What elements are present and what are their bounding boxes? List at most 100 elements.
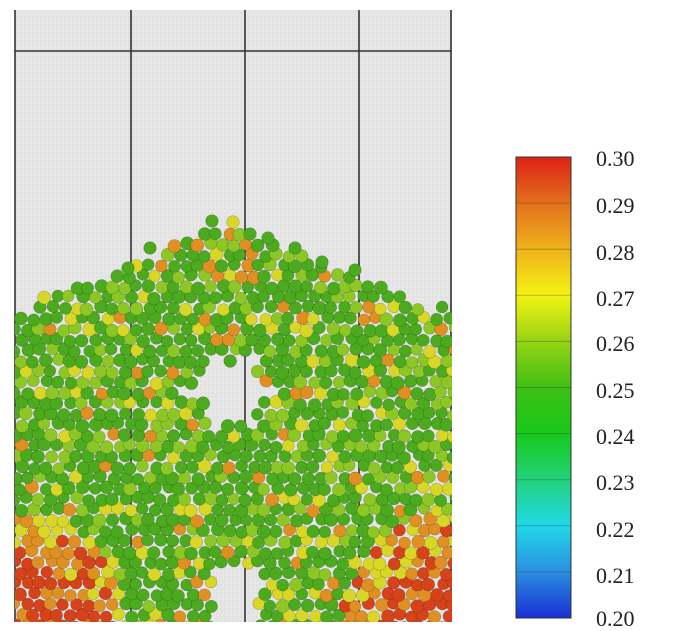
particle: [300, 324, 313, 337]
particle: [380, 484, 392, 496]
particle: [422, 578, 435, 591]
particle: [153, 493, 166, 506]
particle: [34, 387, 47, 400]
particle: [198, 250, 210, 262]
particle: [449, 472, 461, 484]
particle: [191, 239, 204, 252]
particle: [271, 548, 283, 560]
particle: [339, 324, 351, 336]
particle: [394, 291, 406, 303]
particle: [277, 579, 289, 591]
particle: [184, 504, 197, 517]
particle: [222, 441, 234, 453]
particle: [77, 461, 90, 474]
particle: [142, 259, 154, 271]
particle: [173, 441, 185, 453]
particle: [362, 473, 374, 485]
particle: [215, 260, 228, 273]
particle: [123, 462, 136, 475]
particle: [186, 461, 199, 474]
particle: [142, 366, 154, 378]
particle: [105, 409, 118, 422]
particle: [33, 599, 45, 611]
particle: [251, 365, 264, 378]
particle: [375, 324, 388, 337]
particle: [367, 611, 380, 622]
particle: [132, 473, 144, 485]
particle: [209, 228, 221, 240]
particle: [319, 569, 331, 581]
particle: [279, 450, 291, 462]
particle: [431, 588, 444, 601]
particle: [337, 344, 349, 356]
particle: [374, 303, 386, 315]
particle: [333, 376, 345, 388]
particle: [124, 355, 137, 368]
particle: [316, 256, 329, 269]
particle: [148, 292, 161, 305]
particle: [74, 547, 87, 560]
particle: [28, 314, 40, 326]
particle: [33, 515, 45, 527]
particle: [327, 322, 340, 335]
particle: [343, 546, 356, 559]
particle: [423, 470, 436, 483]
particle: [302, 472, 315, 485]
particle: [167, 494, 179, 506]
particle: [168, 239, 181, 252]
particle: [349, 536, 361, 548]
particle: [84, 345, 96, 357]
particle: [185, 547, 198, 560]
particle: [332, 483, 345, 496]
particle: [168, 408, 181, 421]
particle: [199, 589, 211, 601]
particle: [165, 387, 178, 400]
particle: [296, 461, 308, 473]
particle: [310, 610, 322, 622]
particle: [346, 525, 358, 537]
particle: [172, 589, 185, 602]
particle: [53, 463, 65, 475]
particle: [44, 598, 56, 610]
particle: [45, 514, 58, 527]
particle: [223, 462, 236, 475]
particle: [174, 611, 186, 622]
particle: [266, 473, 279, 486]
particle: [318, 483, 330, 495]
particle: [44, 429, 57, 442]
particle: [205, 281, 217, 293]
particle: [349, 264, 362, 277]
particle: [443, 590, 455, 602]
particle: [53, 567, 65, 579]
particle: [111, 462, 124, 475]
particle: [39, 354, 52, 367]
particle: [333, 419, 345, 431]
particle: [209, 546, 222, 559]
particle: [117, 302, 129, 314]
particle: [50, 609, 62, 621]
particle: [308, 399, 321, 412]
particle: [279, 536, 292, 549]
particle: [289, 242, 302, 255]
particle: [392, 588, 405, 601]
particle: [442, 482, 455, 495]
particle: [393, 314, 406, 327]
particle: [428, 611, 441, 623]
particle: [235, 292, 247, 304]
particle: [106, 367, 118, 379]
particle: [375, 598, 388, 611]
particle: [196, 397, 209, 410]
colorbar-tick-label: 0.21: [596, 565, 635, 587]
particle: [15, 312, 28, 325]
particle: [424, 536, 437, 549]
particle: [444, 312, 456, 324]
particle: [320, 589, 333, 602]
particle: [283, 335, 295, 347]
particle: [398, 430, 411, 443]
particle: [111, 270, 124, 283]
particle: [162, 568, 175, 581]
particle: [264, 600, 276, 612]
particle: [437, 536, 449, 548]
particle: [22, 388, 34, 400]
particle: [83, 494, 95, 506]
